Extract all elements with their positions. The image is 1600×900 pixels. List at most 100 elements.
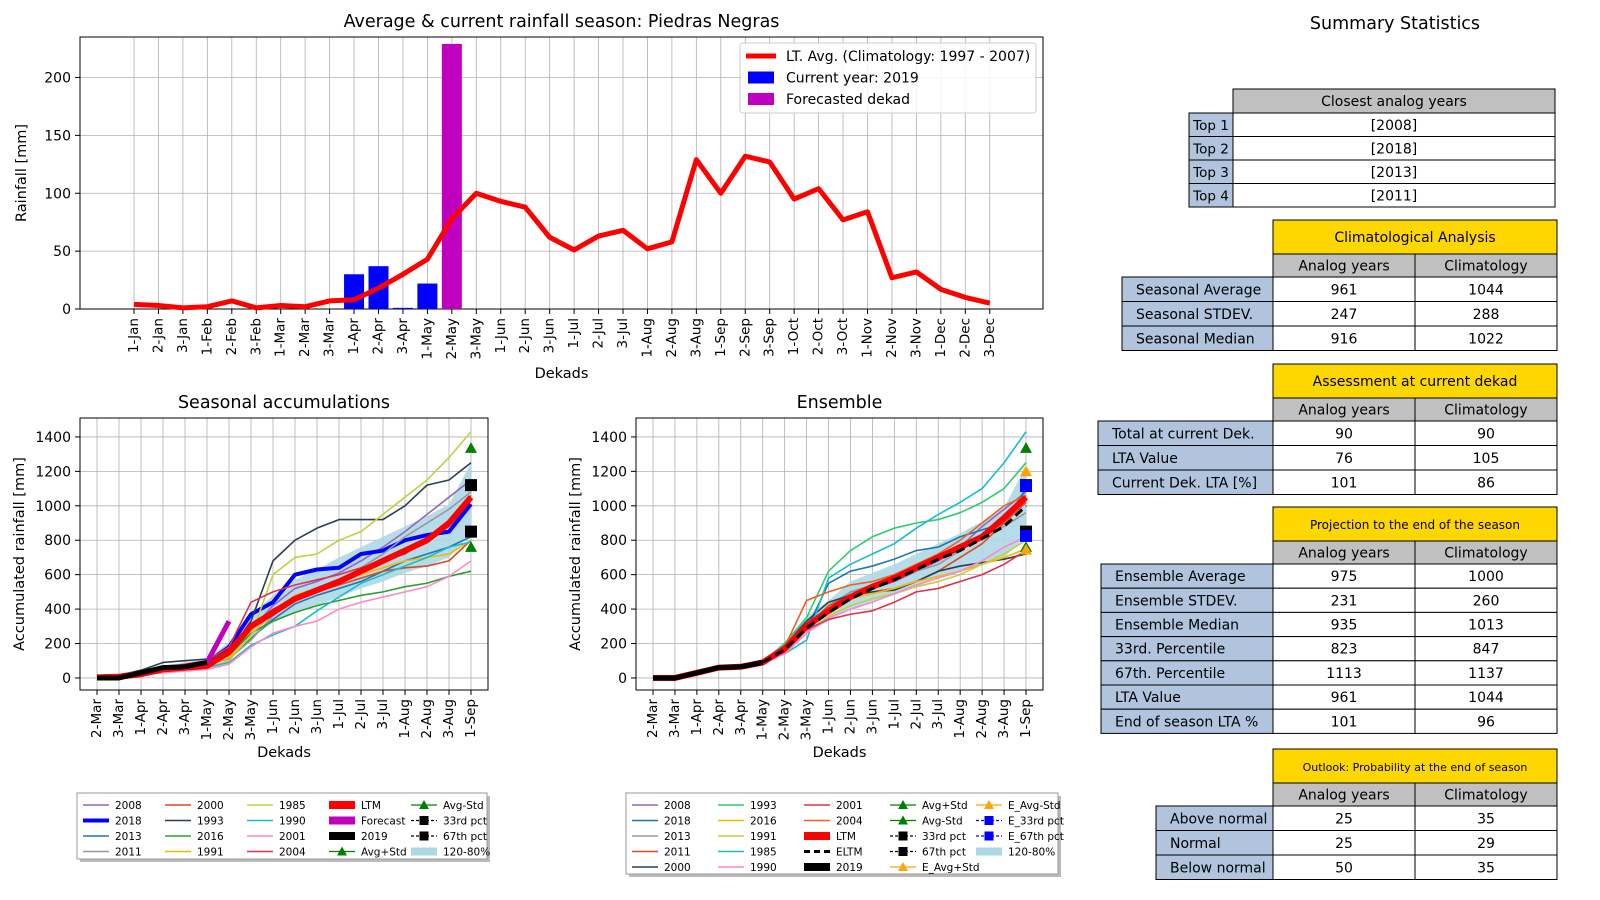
row-label-text: Current Dek. LTA [%] xyxy=(1112,475,1257,491)
legend-label: 2016 xyxy=(197,831,224,843)
x-tick-label: 2-Feb xyxy=(224,318,240,355)
col-header-analog-text: Analog years xyxy=(1298,259,1389,275)
rain-bar xyxy=(344,274,365,309)
value-analog-text: 961 xyxy=(1331,282,1358,298)
value-climatology-text: 90 xyxy=(1477,426,1495,442)
legend-label: 2011 xyxy=(115,847,142,859)
marker-33rd pct xyxy=(465,525,477,538)
row-label xyxy=(1100,587,1274,613)
marker-67th pct xyxy=(465,479,477,492)
series-line-2008 xyxy=(653,491,1027,679)
row-label xyxy=(1097,420,1274,446)
legend-label: Avg-Std xyxy=(922,816,963,828)
value-climatology-text: 1013 xyxy=(1468,618,1504,634)
x-tick-label: 2-Jul xyxy=(908,699,924,730)
x-tick-label: 1-Aug xyxy=(397,699,413,739)
legend-square xyxy=(898,847,908,856)
y-tick-label: 1200 xyxy=(35,464,71,480)
legend-label: 2013 xyxy=(664,831,691,843)
analog-label-text: Top 1 xyxy=(1192,118,1229,134)
x-tick-label: 2-Apr xyxy=(711,699,727,736)
x-tick-label: 2-Dec xyxy=(957,318,973,358)
chart-title: Average & current rainfall season: Piedr… xyxy=(344,12,780,32)
row-label-text: Ensemble Average xyxy=(1115,569,1246,585)
legend-label: 2000 xyxy=(664,862,691,874)
x-tick-label: 2-Jun xyxy=(842,699,858,734)
row-label-text: Below normal xyxy=(1170,860,1266,876)
legend-label: 1990 xyxy=(750,862,777,874)
legend-label: 2008 xyxy=(664,800,691,812)
ltm-line xyxy=(133,153,991,311)
legend-label: 2019 xyxy=(361,831,388,843)
value-analog-text: 101 xyxy=(1331,475,1358,491)
value-analog xyxy=(1272,563,1416,589)
table-header-text: Climatological Analysis xyxy=(1334,230,1495,246)
x-tick-label: 3-Sep xyxy=(762,318,778,357)
series-line-1993 xyxy=(96,462,472,678)
legend-label: 1991 xyxy=(750,831,777,843)
legend-patch xyxy=(748,93,774,105)
analog-value-text: [2018] xyxy=(1371,141,1418,157)
x-tick-label: 1-Feb xyxy=(199,318,215,355)
legend-triangle xyxy=(898,800,908,809)
row-label xyxy=(1100,660,1274,686)
value-climatology xyxy=(1414,636,1558,662)
x-tick-label: 1-Sep xyxy=(463,699,479,738)
value-analog xyxy=(1272,469,1416,495)
analog-label-text: Top 4 xyxy=(1192,188,1229,204)
x-tick-label: 1-Oct xyxy=(786,318,802,355)
y-tick-label: 200 xyxy=(44,637,71,653)
summary-title: Summary Statistics xyxy=(1310,14,1480,34)
x-tick-label: 3-Jul xyxy=(375,699,391,730)
legend-label: 2013 xyxy=(115,831,142,843)
legend-label: 2016 xyxy=(750,816,777,828)
legend-patch xyxy=(411,847,437,856)
value-analog-text: 935 xyxy=(1331,618,1358,634)
x-tick-label: 2-Jul xyxy=(353,699,369,730)
legend-label: LTM xyxy=(361,800,381,812)
value-climatology-text: 288 xyxy=(1473,307,1500,323)
x-tick-label: 3-Oct xyxy=(835,318,851,355)
value-climatology xyxy=(1414,325,1558,351)
legend-triangle xyxy=(898,815,908,825)
x-tick-label: 1-Jun xyxy=(265,699,281,734)
legend-label: 2019 xyxy=(836,862,863,874)
x-tick-label: 3-Mar xyxy=(322,318,338,357)
x-tick-label: 2-Sep xyxy=(737,318,753,357)
x-tick-label: 1-May xyxy=(199,699,215,740)
analog-header xyxy=(1232,88,1556,114)
rainfall-chart: 1-Jan 2-Jan 3-Jan 1-Feb 2-Feb 3-Feb 1-Mar 2-Mar… xyxy=(14,12,1044,382)
value-analog-text: 76 xyxy=(1335,451,1353,467)
y-tick-label: 800 xyxy=(44,533,71,549)
legend-label: 1985 xyxy=(279,800,306,812)
legend-label: LTM xyxy=(836,831,856,843)
y-tick-label: 1400 xyxy=(35,430,71,446)
row-label-text: Normal xyxy=(1170,836,1221,852)
value-climatology xyxy=(1414,805,1558,831)
row-label xyxy=(1100,708,1274,734)
x-tick-label: 2-Aug xyxy=(974,699,990,739)
marker-E_67th pct xyxy=(1020,480,1032,492)
value-climatology-text: 847 xyxy=(1473,642,1500,658)
chart-title: Seasonal accumulations xyxy=(178,393,390,413)
col-header-analog-text: Analog years xyxy=(1298,788,1389,804)
x-tick-label: 1-May xyxy=(755,699,771,740)
value-analog xyxy=(1272,301,1416,327)
x-tick-label: 1-Dec xyxy=(933,318,949,358)
value-analog-text: 961 xyxy=(1331,690,1358,706)
legend-patch xyxy=(804,863,830,871)
x-tick-label: 1-Jun xyxy=(821,699,837,734)
value-analog-text: 916 xyxy=(1331,331,1358,347)
marker-E_Avg-Std xyxy=(1020,543,1032,555)
marker-Avg+Std xyxy=(1020,442,1032,453)
legend-label: 2001 xyxy=(279,831,306,843)
value-climatology xyxy=(1414,469,1558,495)
legend-label: 1985 xyxy=(750,847,777,859)
x-tick-label: 1-Apr xyxy=(346,318,362,355)
y-tick-label: 50 xyxy=(53,244,71,260)
legend-label: Current year: 2019 xyxy=(786,71,919,87)
x-tick-label: 3-Jul xyxy=(930,699,946,730)
x-tick-label: 2-Jul xyxy=(591,318,607,349)
legend-square xyxy=(898,831,908,841)
